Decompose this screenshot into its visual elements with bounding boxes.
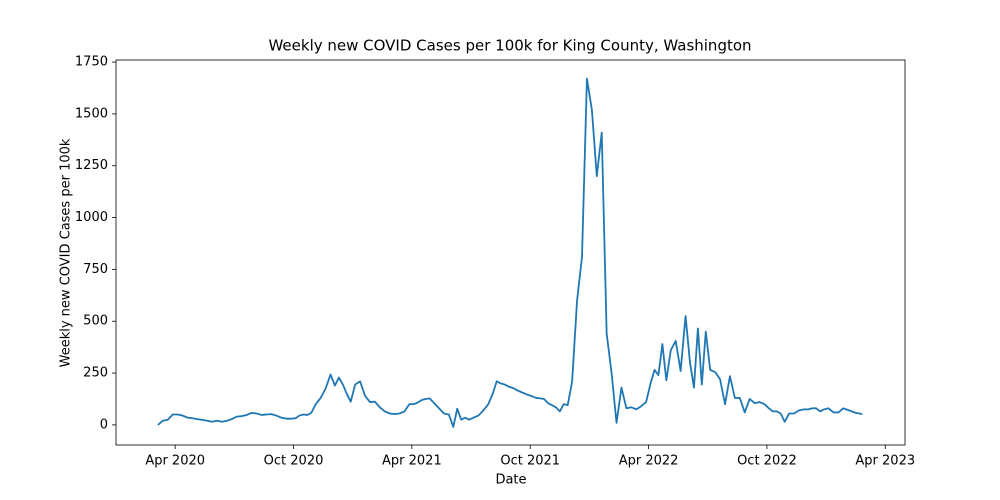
- y-tick-label: 750: [83, 262, 108, 277]
- x-tick-label: Oct 2020: [264, 454, 324, 469]
- chart-title: Weekly new COVID Cases per 100k for King…: [268, 37, 751, 55]
- x-tick-label: Apr 2022: [619, 454, 679, 469]
- y-tick-label: 1250: [75, 158, 108, 173]
- x-axis-label: Date: [495, 473, 526, 488]
- x-tick-label: Apr 2023: [855, 454, 915, 469]
- x-tick-label: Oct 2022: [737, 454, 797, 469]
- y-tick-label: 1500: [75, 106, 108, 121]
- x-tick-label: Oct 2021: [500, 454, 560, 469]
- y-tick-label: 0: [100, 417, 108, 432]
- x-tick-label: Apr 2020: [145, 454, 205, 469]
- y-tick-label: 250: [83, 366, 108, 381]
- x-tick-label: Apr 2021: [382, 454, 442, 469]
- y-tick-label: 1750: [75, 55, 108, 70]
- y-tick-label: 1000: [75, 210, 108, 225]
- y-tick-label: 500: [83, 314, 108, 329]
- y-axis-label: Weekly new COVID Cases per 100k: [59, 138, 74, 367]
- plot-frame: [115, 59, 906, 446]
- data-line: [157, 77, 863, 428]
